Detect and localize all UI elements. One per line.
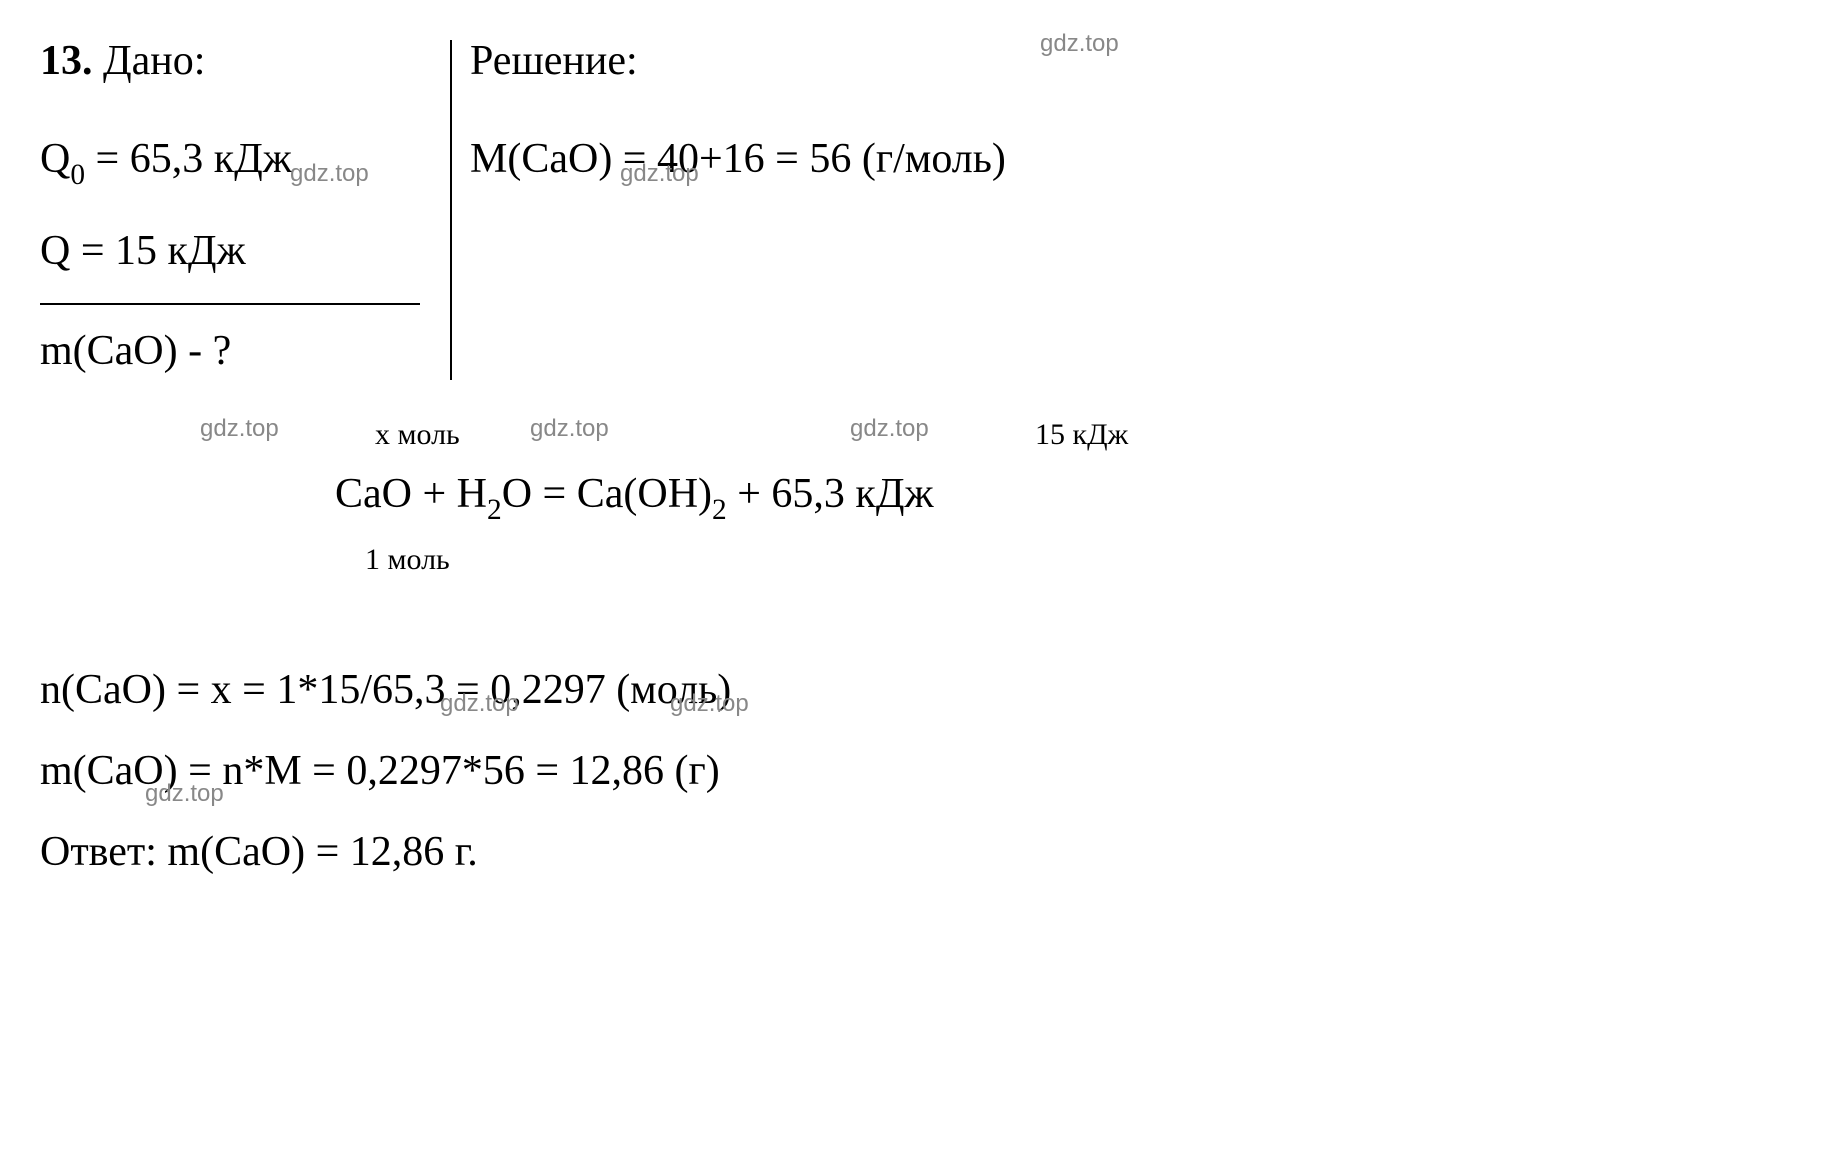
watermark: gdz.top xyxy=(200,415,279,443)
given-header: Дано: xyxy=(103,38,205,84)
watermark: gdz.top xyxy=(440,690,519,718)
eq-h2o-sub: 2 xyxy=(487,494,502,526)
q0-sub: 0 xyxy=(70,159,85,191)
equation-main: CaO + H2O = Ca(OH)2 + 65,3 кДж xyxy=(335,463,1797,530)
vertical-divider xyxy=(450,40,452,380)
problem-number: 13. xyxy=(40,38,93,84)
eq-bottom-annotation: 1 моль xyxy=(365,543,450,577)
calc-line1-text: n(CaO) = x = 1*15/65,3 = 0,2297 (моль) xyxy=(40,667,731,713)
given-column: 13. Дано: Q0 = 65,3 кДж Q = 15 кДж m(CaO… xyxy=(40,30,440,403)
solution-header: Решение: xyxy=(470,38,638,84)
eq-part2: O = Ca(OH) xyxy=(502,471,712,517)
watermark: gdz.top xyxy=(145,780,224,808)
solution-header-row: Решение: xyxy=(470,30,1797,93)
watermark: gdz.top xyxy=(530,415,609,443)
given-solution-section: 13. Дано: Q0 = 65,3 кДж Q = 15 кДж m(CaO… xyxy=(40,30,1797,403)
watermark: gdz.top xyxy=(850,415,929,443)
eq-part1: CaO + H xyxy=(335,471,487,517)
calc-line2: m(CaO) = n*M = 0,2297*56 = 12,86 (г) xyxy=(40,740,1797,803)
find-label: m(CaO) - ? xyxy=(40,328,231,374)
watermark: gdz.top xyxy=(670,690,749,718)
watermark: gdz.top xyxy=(1040,30,1119,58)
watermark: gdz.top xyxy=(620,160,699,188)
calculation-section: n(CaO) = x = 1*15/65,3 = 0,2297 (моль) m… xyxy=(40,659,1797,884)
calc-line1: n(CaO) = x = 1*15/65,3 = 0,2297 (моль) xyxy=(40,659,1797,722)
given-header-row: 13. Дано: xyxy=(40,30,440,93)
q0-equals: = 65,3 кДж xyxy=(85,136,292,182)
answer-row: Ответ: m(CaO) = 12,86 г. xyxy=(40,821,1797,884)
find-row: m(CaO) - ? xyxy=(40,320,440,383)
answer-text: Ответ: m(CaO) = 12,86 г. xyxy=(40,829,478,875)
q-row: Q = 15 кДж xyxy=(40,220,440,283)
horizontal-divider xyxy=(40,303,420,305)
molar-mass: M(CaO) = 40+16 = 56 (г/моль) xyxy=(470,136,1006,182)
calc-line2-text: m(CaO) = n*M = 0,2297*56 = 12,86 (г) xyxy=(40,748,720,794)
eq-part3: + 65,3 кДж xyxy=(727,471,934,517)
equation-block: х моль 15 кДж CaO + H2O = Ca(OH)2 + 65,3… xyxy=(335,463,1797,530)
eq-caoh-sub: 2 xyxy=(712,494,727,526)
q-label: Q = 15 кДж xyxy=(40,228,246,274)
watermark: gdz.top xyxy=(290,160,369,188)
q0-label: Q xyxy=(40,136,70,182)
eq-top-left-annotation: х моль xyxy=(375,418,460,452)
eq-top-right-annotation: 15 кДж xyxy=(1035,418,1128,452)
q0-row: Q0 = 65,3 кДж xyxy=(40,128,440,195)
